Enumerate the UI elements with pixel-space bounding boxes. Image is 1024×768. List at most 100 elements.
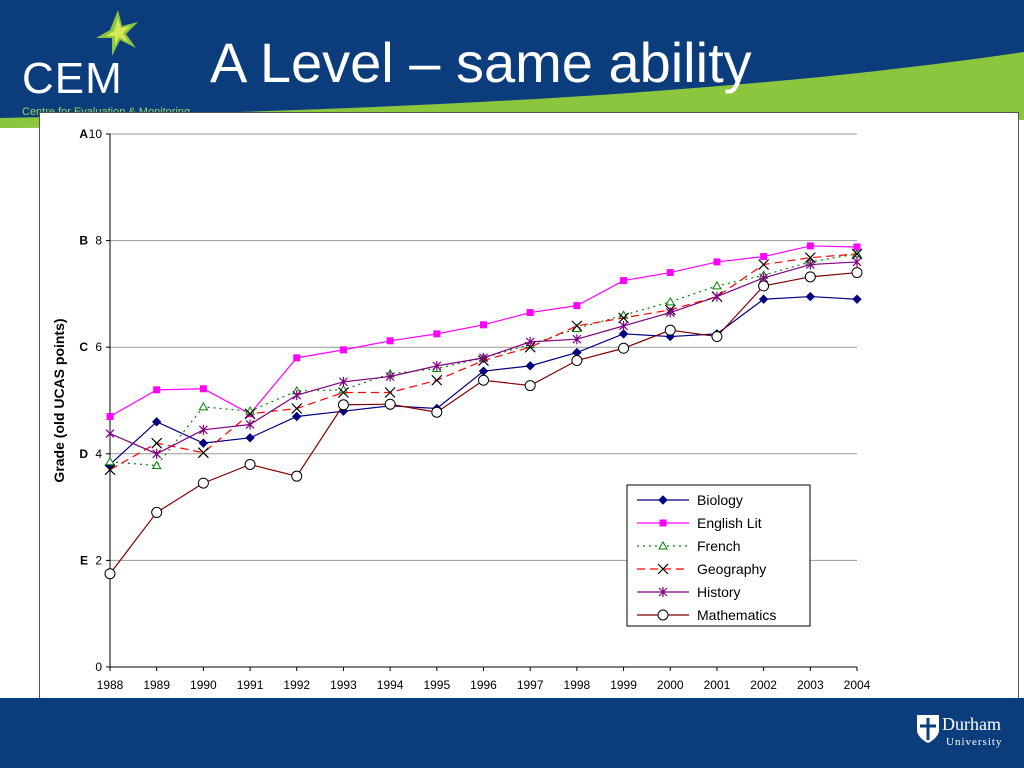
data-point-geography xyxy=(151,437,163,449)
grade-label-d: D xyxy=(79,447,88,461)
x-tick-label: 1990 xyxy=(190,678,217,692)
data-point-history xyxy=(245,419,255,430)
data-point-history xyxy=(525,336,535,347)
data-point-english-lit xyxy=(620,277,628,285)
x-tick-label: 2002 xyxy=(750,678,777,692)
data-point-english-lit xyxy=(713,258,721,266)
data-point-history xyxy=(152,448,162,459)
data-point-mathematics xyxy=(478,374,489,386)
data-point-biology xyxy=(198,438,209,448)
data-point-mathematics xyxy=(618,342,630,354)
data-point-french xyxy=(712,280,722,290)
data-point-history xyxy=(572,334,582,345)
x-tick-label: 1989 xyxy=(143,678,170,692)
data-point-mathematics xyxy=(431,406,443,418)
data-point-english-lit xyxy=(106,412,114,420)
line-chart: 0 2 4 6 8 10A B C D E 1988 1989 1990 1991 1992 1993 1994… xyxy=(51,127,871,692)
y-tick-label: 4 xyxy=(95,447,102,461)
x-tick-label: 1994 xyxy=(377,678,404,692)
data-point-history xyxy=(198,424,208,435)
grade-label-b: B xyxy=(79,234,88,248)
grade-label-e: E xyxy=(80,553,88,567)
data-point-history xyxy=(619,320,628,331)
y-tick-label: 10 xyxy=(89,127,103,141)
data-point-history xyxy=(665,307,675,318)
x-tick-label: 1996 xyxy=(470,678,497,692)
data-point-biology xyxy=(292,411,302,422)
data-point-english-lit xyxy=(666,269,674,277)
legend-marker-biology xyxy=(658,495,668,505)
x-tick-label: 1988 xyxy=(97,678,124,692)
data-point-mathematics xyxy=(664,324,676,336)
data-point-biology xyxy=(525,361,535,371)
data-point-mathematics xyxy=(291,470,303,482)
data-point-mathematics xyxy=(337,399,349,411)
data-point-geography xyxy=(291,403,303,414)
x-tick-label: 2001 xyxy=(704,678,731,692)
data-point-biology xyxy=(618,329,629,339)
data-point-geography xyxy=(431,374,443,386)
data-point-history xyxy=(105,428,115,439)
data-point-english-lit xyxy=(199,385,207,393)
series-line-english-lit xyxy=(109,245,858,418)
legend-label-mathematics: Mathematics xyxy=(697,607,776,623)
data-point-geography xyxy=(244,408,256,420)
durham-logo: Durham University xyxy=(916,712,1016,758)
x-tick-label: 1998 xyxy=(564,678,591,692)
x-tick-label: 1997 xyxy=(517,678,544,692)
data-point-english-lit xyxy=(153,386,161,394)
slide-footer: Durham University xyxy=(0,698,1024,768)
data-point-mathematics xyxy=(804,271,816,283)
data-point-mathematics xyxy=(384,398,396,410)
y-tick-label: 2 xyxy=(95,553,102,567)
y-tick-label: 8 xyxy=(95,234,102,248)
data-point-geography xyxy=(384,387,396,398)
logo-text: CEM xyxy=(22,54,123,103)
y-axis-label: Grade (old UCAS points) xyxy=(51,318,67,482)
data-point-english-lit xyxy=(339,346,347,354)
legend-marker-geography xyxy=(657,563,669,575)
data-point-geography xyxy=(197,447,209,459)
x-tick-label: 1992 xyxy=(283,678,310,692)
data-point-geography xyxy=(618,312,629,324)
data-point-mathematics xyxy=(758,280,770,292)
slide-header: CEM Centre for Evaluation & Monitoring A… xyxy=(0,0,1024,128)
data-point-biology xyxy=(245,433,255,443)
data-point-history xyxy=(852,256,862,267)
x-tick-label: 2000 xyxy=(657,678,684,692)
data-point-mathematics xyxy=(244,458,256,470)
legend-label-english-lit: English Lit xyxy=(697,515,762,531)
x-tick-label: 1991 xyxy=(237,678,264,692)
y-tick-label: 6 xyxy=(95,340,102,354)
data-point-mathematics xyxy=(197,477,209,489)
data-point-mathematics xyxy=(571,355,583,367)
data-point-mathematics xyxy=(151,506,163,518)
x-tick-label: 1993 xyxy=(330,678,357,692)
page-title: A Level – same ability xyxy=(210,31,752,94)
data-point-history xyxy=(432,360,442,371)
star-icon xyxy=(96,10,138,56)
x-tick-label: 1995 xyxy=(423,678,450,692)
x-tick-label: 1999 xyxy=(610,678,637,692)
data-point-biology xyxy=(758,294,769,304)
data-point-biology xyxy=(805,291,816,302)
data-point-english-lit xyxy=(526,309,534,317)
grade-label-a: A xyxy=(79,127,88,141)
legend-label-history: History xyxy=(697,584,741,600)
data-point-geography xyxy=(104,464,116,476)
durham-name: Durham xyxy=(942,714,1001,734)
data-point-english-lit xyxy=(293,354,301,362)
data-point-geography xyxy=(758,259,770,271)
data-point-biology xyxy=(151,417,162,427)
data-point-geography xyxy=(524,341,536,353)
data-point-french xyxy=(665,296,676,306)
data-point-french xyxy=(151,460,162,470)
data-point-english-lit xyxy=(760,253,768,261)
data-point-english-lit xyxy=(433,330,441,338)
data-point-history xyxy=(479,352,488,363)
data-point-geography xyxy=(571,320,583,332)
durham-crest-icon xyxy=(917,715,939,743)
data-point-history xyxy=(805,259,815,270)
legend-marker-english-lit xyxy=(659,519,667,527)
data-point-mathematics xyxy=(711,331,723,343)
